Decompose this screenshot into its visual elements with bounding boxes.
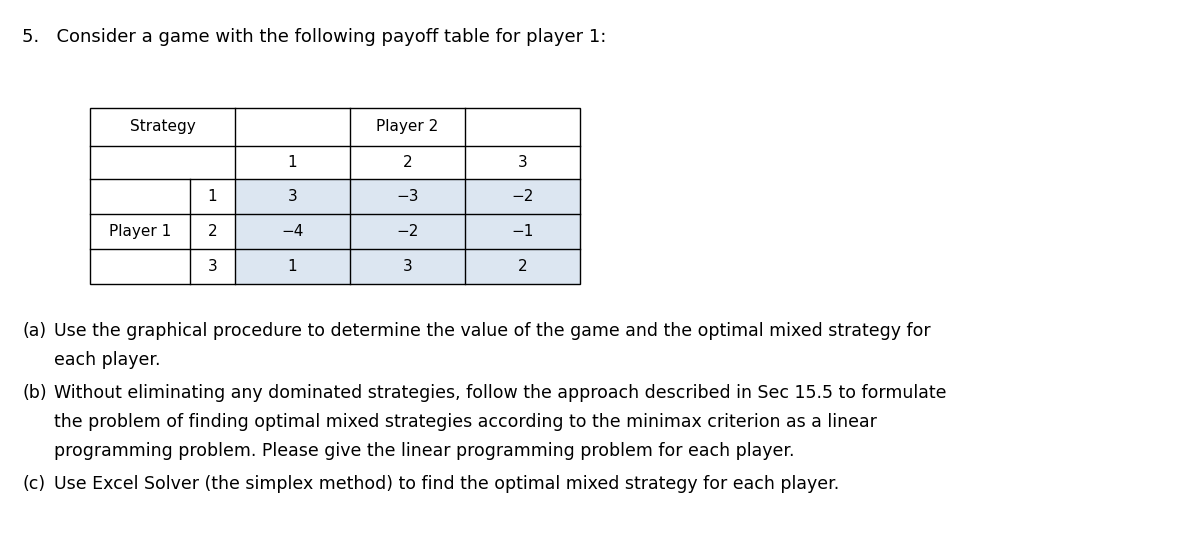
Text: Use Excel Solver (the simplex method) to find the optimal mixed strategy for eac: Use Excel Solver (the simplex method) to… <box>54 475 839 493</box>
Bar <box>466 249 580 284</box>
Text: 1: 1 <box>208 189 217 204</box>
Text: −2: −2 <box>511 189 534 204</box>
Text: 2: 2 <box>208 224 217 239</box>
Bar <box>235 179 350 214</box>
Text: 1: 1 <box>288 259 298 274</box>
Text: −1: −1 <box>511 224 534 239</box>
Text: programming problem. Please give the linear programming problem for each player.: programming problem. Please give the lin… <box>54 442 794 460</box>
Text: 3: 3 <box>208 259 217 274</box>
Bar <box>235 249 350 284</box>
Text: (c): (c) <box>22 475 46 493</box>
Bar <box>90 108 580 284</box>
Bar <box>350 249 466 284</box>
Text: Without eliminating any dominated strategies, follow the approach described in S: Without eliminating any dominated strate… <box>54 384 947 402</box>
Text: each player.: each player. <box>54 351 161 369</box>
Text: 3: 3 <box>403 259 413 274</box>
Bar <box>235 214 350 249</box>
Text: 2: 2 <box>403 155 413 170</box>
Text: 1: 1 <box>288 155 298 170</box>
Bar <box>466 214 580 249</box>
Text: (b): (b) <box>22 384 47 402</box>
Bar <box>90 146 580 179</box>
Text: (a): (a) <box>22 322 46 340</box>
Bar <box>466 179 580 214</box>
Text: 2: 2 <box>517 259 527 274</box>
Text: Player 1: Player 1 <box>109 224 172 239</box>
Text: −2: −2 <box>396 224 419 239</box>
Bar <box>90 108 580 146</box>
Text: −4: −4 <box>281 224 304 239</box>
Text: −3: −3 <box>396 189 419 204</box>
Text: 3: 3 <box>517 155 527 170</box>
Bar <box>350 214 466 249</box>
Text: Player 2: Player 2 <box>377 119 439 134</box>
Text: Strategy: Strategy <box>130 119 196 134</box>
Bar <box>350 179 466 214</box>
Text: 5.   Consider a game with the following payoff table for player 1:: 5. Consider a game with the following pa… <box>22 28 606 46</box>
Text: Use the graphical procedure to determine the value of the game and the optimal m: Use the graphical procedure to determine… <box>54 322 931 340</box>
Text: 3: 3 <box>288 189 298 204</box>
Bar <box>90 249 235 284</box>
Text: the problem of finding optimal mixed strategies according to the minimax criteri: the problem of finding optimal mixed str… <box>54 413 877 431</box>
Bar <box>90 214 235 249</box>
Bar <box>90 179 235 214</box>
